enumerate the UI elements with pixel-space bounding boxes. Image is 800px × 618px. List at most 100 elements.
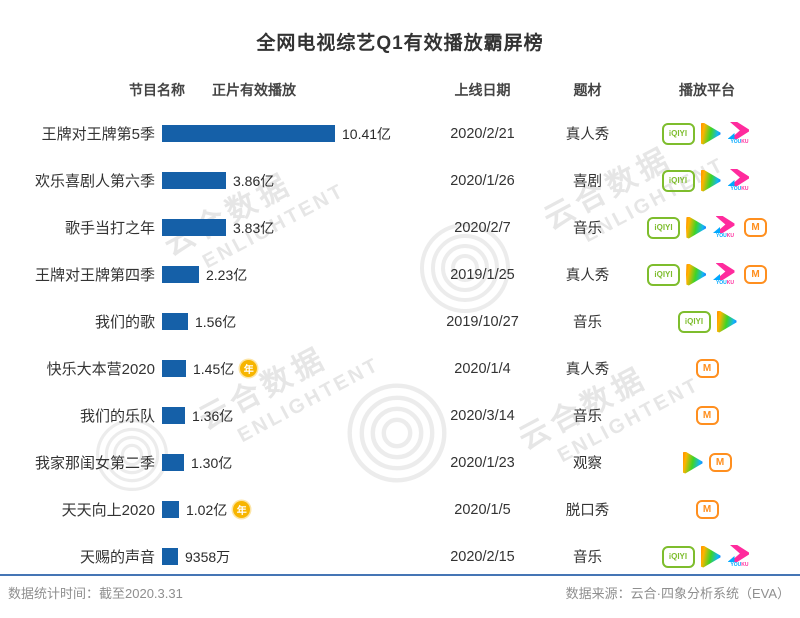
table-row: 欢乐喜剧人第六季 3.86亿 2020/1/26 喜剧 iQIYI YOUKU xyxy=(0,157,800,204)
iqiyi-icon: iQIYI xyxy=(661,122,695,145)
mgtv-icon: M xyxy=(695,359,719,378)
launch-date: 2020/1/23 xyxy=(450,454,515,471)
column-header-date: 上线日期 xyxy=(454,82,511,98)
playback-bar xyxy=(162,454,184,471)
program-name: 歌手当打之年 xyxy=(64,220,155,237)
youku-icon: YOUKU xyxy=(727,169,753,192)
youku-wordmark-you: YOU xyxy=(715,233,727,239)
annual-badge-icon: 年 xyxy=(240,360,258,377)
youku-icon: YOUKU xyxy=(727,122,753,145)
youku-wordmark: YOUKU xyxy=(730,186,748,192)
genre: 脱口秀 xyxy=(565,503,610,519)
program-name: 我家那闺女第二季 xyxy=(34,455,155,472)
table-row: 我们的歌 1.56亿 2019/10/27 音乐 iQIYI xyxy=(0,298,800,345)
platform-icons: iQIYI YOUKU xyxy=(632,110,782,157)
youku-wordmark: YOUKU xyxy=(730,562,748,568)
youku-wordmark: YOUKU xyxy=(730,139,748,145)
program-name: 天天向上2020 xyxy=(61,502,155,519)
footer-stat-time: 数据统计时间：截至2020.3.31 xyxy=(8,586,183,601)
youku-wordmark: YOUKU xyxy=(716,233,734,239)
platform-icons: M xyxy=(632,345,782,392)
program-name: 天赐的声音 xyxy=(79,549,155,566)
playback-value: 10.41亿 xyxy=(342,125,392,142)
iqiyi-icon: iQIYI xyxy=(661,545,695,568)
playback-bar-cell: 2.23亿 xyxy=(162,251,428,298)
playback-bar-cell: 1.56亿 xyxy=(162,298,428,345)
launch-date: 2020/2/7 xyxy=(454,219,511,236)
playback-value: 9358万 xyxy=(185,548,231,565)
youku-wordmark-you: YOU xyxy=(730,139,742,145)
playback-bar-cell: 1.36亿 xyxy=(162,392,428,439)
platform-icons: iQIYI xyxy=(632,298,782,345)
genre: 音乐 xyxy=(573,409,602,425)
youku-icon: YOUKU xyxy=(727,545,753,568)
genre: 真人秀 xyxy=(565,362,610,378)
playback-value: 1.30亿 xyxy=(191,454,233,471)
tencent-video-icon xyxy=(686,216,706,239)
youku-blue-accent-icon xyxy=(727,556,735,562)
genre: 观察 xyxy=(573,456,602,472)
platform-icons: iQIYI YOUKU xyxy=(632,533,782,580)
platform-icons: iQIYI YOUKU M xyxy=(632,204,782,251)
table-row: 歌手当打之年 3.83亿 2020/2/7 音乐 iQIYI YOUKU M xyxy=(0,204,800,251)
playback-bar-cell: 3.86亿 xyxy=(162,157,428,204)
table-row: 我家那闺女第二季 1.30亿 2020/1/23 观察 M xyxy=(0,439,800,486)
iqiyi-icon: iQIYI xyxy=(661,169,695,192)
table-row: 王牌对王牌第四季 2.23亿 2019/1/25 真人秀 iQIYI YOUKU M xyxy=(0,251,800,298)
playback-bar xyxy=(162,548,178,565)
tencent-video-icon xyxy=(686,263,706,286)
youku-blue-accent-icon xyxy=(713,227,720,233)
playback-bar-cell: 9358万 xyxy=(162,533,428,580)
table-row: 王牌对王牌第5季 10.41亿 2020/2/21 真人秀 iQIYI YOUKU xyxy=(0,110,800,157)
platform-icons: M xyxy=(632,392,782,439)
program-name: 快乐大本营2020 xyxy=(46,361,155,378)
launch-date: 2020/1/4 xyxy=(454,360,511,377)
playback-bar-cell: 10.41亿 xyxy=(162,110,428,157)
playback-bar-cell: 3.83亿 xyxy=(162,204,428,251)
youku-wordmark-ku: KU xyxy=(741,186,749,192)
genre: 真人秀 xyxy=(565,127,610,143)
playback-bar xyxy=(162,360,186,377)
launch-date: 2020/1/5 xyxy=(454,501,511,518)
playback-bar-cell: 1.45亿年 xyxy=(162,345,428,392)
platform-icons: iQIYI YOUKU M xyxy=(632,251,782,298)
playback-value: 1.36亿 xyxy=(192,407,234,424)
genre: 音乐 xyxy=(573,221,602,237)
launch-date: 2019/1/25 xyxy=(450,266,515,283)
iqiyi-icon: iQIYI xyxy=(677,310,711,333)
genre: 喜剧 xyxy=(573,174,602,190)
program-name: 王牌对王牌第四季 xyxy=(34,267,155,284)
launch-date: 2020/2/15 xyxy=(450,548,515,565)
column-header-platform: 播放平台 xyxy=(679,82,735,98)
footer-divider xyxy=(0,574,800,576)
mgtv-icon: M xyxy=(708,453,732,472)
launch-date: 2020/3/14 xyxy=(450,407,515,424)
annual-badge-icon: 年 xyxy=(233,501,251,518)
table-rows: 王牌对王牌第5季 10.41亿 2020/2/21 真人秀 iQIYI YOUKU 欢乐喜剧… xyxy=(0,110,800,580)
youku-wordmark-you: YOU xyxy=(730,562,742,568)
column-header-genre: 题材 xyxy=(573,82,602,98)
playback-value: 1.02亿 xyxy=(186,501,228,518)
mgtv-icon: M xyxy=(744,218,767,237)
genre: 音乐 xyxy=(573,550,602,566)
table-row: 我们的乐队 1.36亿 2020/3/14 音乐 M xyxy=(0,392,800,439)
youku-wordmark-ku: KU xyxy=(726,280,735,286)
column-header-playback: 正片有效播放 xyxy=(212,82,296,98)
tencent-video-icon xyxy=(716,310,737,333)
youku-blue-accent-icon xyxy=(727,133,735,139)
iqiyi-icon: iQIYI xyxy=(647,216,680,239)
program-name: 我们的歌 xyxy=(94,314,155,331)
platform-icons: iQIYI YOUKU xyxy=(632,157,782,204)
youku-wordmark-you: YOU xyxy=(715,280,727,286)
platform-icons: M xyxy=(632,486,782,533)
page-title: 全网电视综艺Q1有效播放霸屏榜 xyxy=(256,33,544,54)
table-row: 天天向上2020 1.02亿年 2020/1/5 脱口秀 M xyxy=(0,486,800,533)
genre: 音乐 xyxy=(573,315,602,331)
program-name: 王牌对王牌第5季 xyxy=(41,126,155,143)
launch-date: 2019/10/27 xyxy=(446,313,519,330)
tencent-video-icon xyxy=(700,545,721,568)
playback-bar xyxy=(162,313,188,330)
table-row: 天赐的声音 9358万 2020/2/15 音乐 iQIYI YOUKU xyxy=(0,533,800,580)
program-name: 我们的乐队 xyxy=(79,408,155,425)
